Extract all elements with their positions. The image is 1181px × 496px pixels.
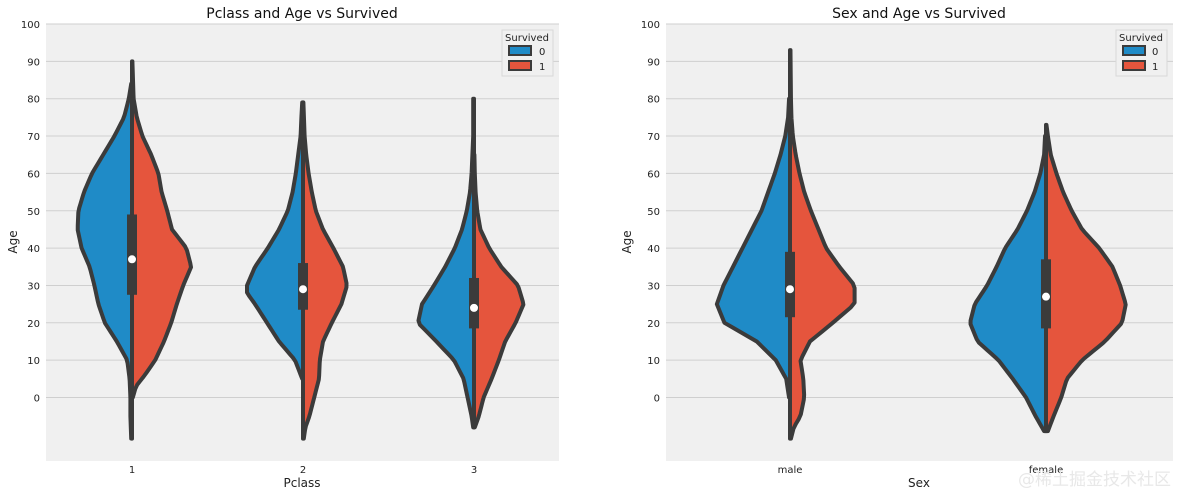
- y-tick-label: 10: [27, 356, 40, 367]
- median-marker: [299, 285, 307, 294]
- violin-half-survived-1: [1044, 122, 1128, 434]
- x-tick-label: female: [1029, 465, 1063, 476]
- legend-swatch-0: [1122, 45, 1146, 56]
- violin-half-survived-1: [130, 59, 193, 400]
- y-tick-label: 60: [27, 169, 40, 180]
- y-tick-label: 100: [641, 20, 660, 31]
- iqr-box: [785, 251, 795, 318]
- legend-label-0: 0: [1152, 47, 1158, 58]
- plot-area: [666, 24, 1173, 461]
- y-tick-label: 90: [647, 57, 660, 68]
- y-tick-label: 0: [34, 394, 40, 405]
- legend-swatch-1: [508, 60, 532, 71]
- legend-label-1: 1: [539, 62, 545, 73]
- y-tick-label: 40: [647, 244, 660, 255]
- violin-half-survived-1: [301, 100, 349, 441]
- y-tick-labels: 0 10 20 30 40 50 60 70 80 90 100: [641, 20, 660, 405]
- y-tick-label: 20: [647, 319, 660, 330]
- y-tick-label: 30: [647, 281, 660, 292]
- x-tick-labels: 1 2 3: [129, 465, 477, 476]
- x-tick-label: 3: [471, 465, 477, 476]
- x-axis-label: Sex: [908, 476, 930, 490]
- x-tick-label: 1: [129, 465, 135, 476]
- median-marker: [786, 285, 794, 294]
- violins: [75, 59, 526, 441]
- violin-half-survived-0: [968, 134, 1048, 434]
- legend: Survived 0 1: [501, 29, 554, 77]
- watermark: @稀土掘金技术社区: [1018, 470, 1171, 490]
- y-tick-label: 40: [27, 244, 40, 255]
- y-tick-label: 30: [27, 281, 40, 292]
- iqr-box: [127, 214, 137, 295]
- y-tick-label: 100: [21, 20, 40, 31]
- median-marker: [470, 303, 478, 312]
- legend-swatch-1: [1122, 60, 1146, 71]
- y-tick-label: 80: [27, 95, 40, 106]
- y-tick-label: 60: [647, 169, 660, 180]
- violin-half-survived-0: [75, 81, 134, 441]
- violin-half-survived-0: [245, 100, 305, 381]
- violin-half-survived-0: [714, 96, 792, 400]
- y-tick-label: 0: [654, 394, 660, 405]
- legend-label-0: 0: [539, 47, 545, 58]
- y-tick-label: 50: [647, 207, 660, 218]
- y-tick-label: 20: [27, 319, 40, 330]
- y-tick-label: 70: [647, 132, 660, 143]
- y-tick-labels: 0 10 20 30 40 50 60 70 80 90 100: [21, 20, 40, 405]
- legend: Survived 0 1: [1115, 29, 1168, 77]
- y-tick-label: 80: [647, 95, 660, 106]
- chart-title: Sex and Age vs Survived: [832, 6, 1006, 22]
- x-tick-labels: male female: [778, 465, 1064, 476]
- y-axis-label: Age: [620, 230, 634, 253]
- chart-title: Pclass and Age vs Survived: [206, 6, 397, 22]
- legend-title: Survived: [1119, 33, 1163, 44]
- y-tick-label: 70: [27, 132, 40, 143]
- legend-title: Survived: [505, 33, 549, 44]
- y-tick-label: 90: [27, 57, 40, 68]
- violins: [714, 48, 1128, 441]
- iqr-box: [469, 277, 479, 329]
- y-tick-label: 10: [647, 356, 660, 367]
- x-tick-label: male: [778, 465, 803, 476]
- median-marker: [128, 255, 136, 264]
- x-tick-label: 2: [300, 465, 306, 476]
- legend-swatch-0: [508, 45, 532, 56]
- y-tick-label: 50: [27, 207, 40, 218]
- median-marker: [1042, 292, 1050, 301]
- x-axis-label: Pclass: [283, 476, 320, 490]
- legend-label-1: 1: [1152, 62, 1158, 73]
- y-axis-label: Age: [6, 230, 20, 253]
